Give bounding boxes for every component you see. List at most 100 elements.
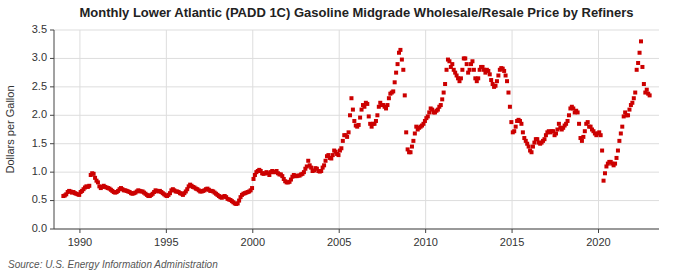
point (341, 139, 345, 143)
point (635, 68, 639, 72)
y-axis-line (54, 30, 55, 229)
y-grid-line (54, 86, 659, 87)
point (468, 68, 472, 72)
point (527, 145, 531, 149)
point (512, 129, 516, 133)
point (345, 135, 349, 139)
point (600, 149, 604, 153)
point (367, 114, 371, 118)
point (339, 146, 343, 150)
y-tick (50, 58, 54, 59)
point (627, 108, 631, 112)
x-tick (512, 229, 513, 233)
y-tick (50, 86, 54, 87)
point (495, 79, 499, 83)
point (613, 162, 617, 166)
point (514, 125, 518, 129)
point (357, 123, 361, 127)
point (384, 106, 388, 110)
point (648, 93, 652, 97)
point (603, 171, 607, 175)
point (532, 141, 536, 145)
point (465, 62, 469, 66)
point (508, 105, 512, 109)
point (632, 96, 636, 100)
point (633, 91, 637, 95)
y-axis-label: Dollars per Gallon (4, 85, 16, 173)
point (347, 130, 351, 134)
y-grid-line (54, 58, 659, 59)
point (336, 153, 340, 157)
point (506, 91, 510, 95)
x-tick-label: 2020 (586, 236, 610, 248)
point (365, 102, 369, 106)
point (450, 62, 454, 66)
y-tick-label: 0.0 (32, 222, 47, 234)
point (626, 113, 630, 117)
x-grid-line (425, 30, 426, 229)
x-tick-label: 1995 (154, 236, 178, 248)
y-tick (50, 143, 54, 144)
point (411, 139, 415, 143)
point (375, 113, 379, 117)
point (400, 58, 404, 62)
point (642, 82, 646, 86)
page: {"chart_data": { "type": "scatter", "tit… (0, 0, 675, 275)
grid (54, 30, 659, 229)
point (557, 122, 561, 126)
point (566, 119, 570, 123)
y-tick-label: 1.5 (32, 137, 47, 149)
point (87, 184, 91, 188)
point (580, 139, 584, 143)
point (586, 120, 590, 124)
point (352, 119, 356, 123)
x-tick (79, 229, 80, 233)
title: Monthly Lower Atlantic (PADD 1C) Gasolin… (79, 5, 633, 20)
point (488, 72, 492, 76)
x-tick (598, 229, 599, 233)
x-grid-line (252, 30, 253, 229)
axes: 0.00.51.01.52.02.53.03.51990199520002005… (32, 23, 659, 248)
point (530, 150, 534, 154)
point (426, 114, 430, 118)
point (583, 129, 587, 133)
point (460, 68, 464, 72)
y-tick (50, 30, 54, 31)
y-grid-line (54, 172, 659, 173)
point (576, 110, 580, 114)
x-tick-label: 2000 (241, 236, 265, 248)
point (615, 156, 619, 160)
point (496, 73, 500, 77)
point (358, 116, 362, 120)
point (349, 96, 353, 100)
chart: 0.00.51.01.52.02.53.03.51990199520002005… (0, 0, 675, 275)
y-tick (50, 229, 54, 230)
point (521, 130, 525, 134)
point (489, 78, 493, 82)
point (322, 163, 326, 167)
x-tick (425, 229, 426, 233)
point (504, 73, 508, 77)
point (519, 122, 523, 126)
x-tick-label: 2010 (413, 236, 437, 248)
point (394, 71, 398, 75)
point (324, 159, 328, 163)
point (542, 137, 546, 141)
point (599, 133, 603, 137)
point (567, 113, 571, 117)
point (445, 68, 449, 72)
point (554, 131, 558, 135)
y-tick-label: 2.5 (32, 80, 47, 92)
point (250, 186, 254, 190)
y-grid-line (54, 229, 659, 230)
point (502, 69, 506, 73)
point (620, 125, 624, 129)
point (92, 172, 96, 176)
point (472, 68, 476, 72)
y-tick (50, 172, 54, 173)
x-axis-line (54, 229, 659, 230)
point (319, 169, 323, 173)
point (645, 88, 649, 92)
point (252, 177, 256, 181)
point (348, 113, 352, 117)
